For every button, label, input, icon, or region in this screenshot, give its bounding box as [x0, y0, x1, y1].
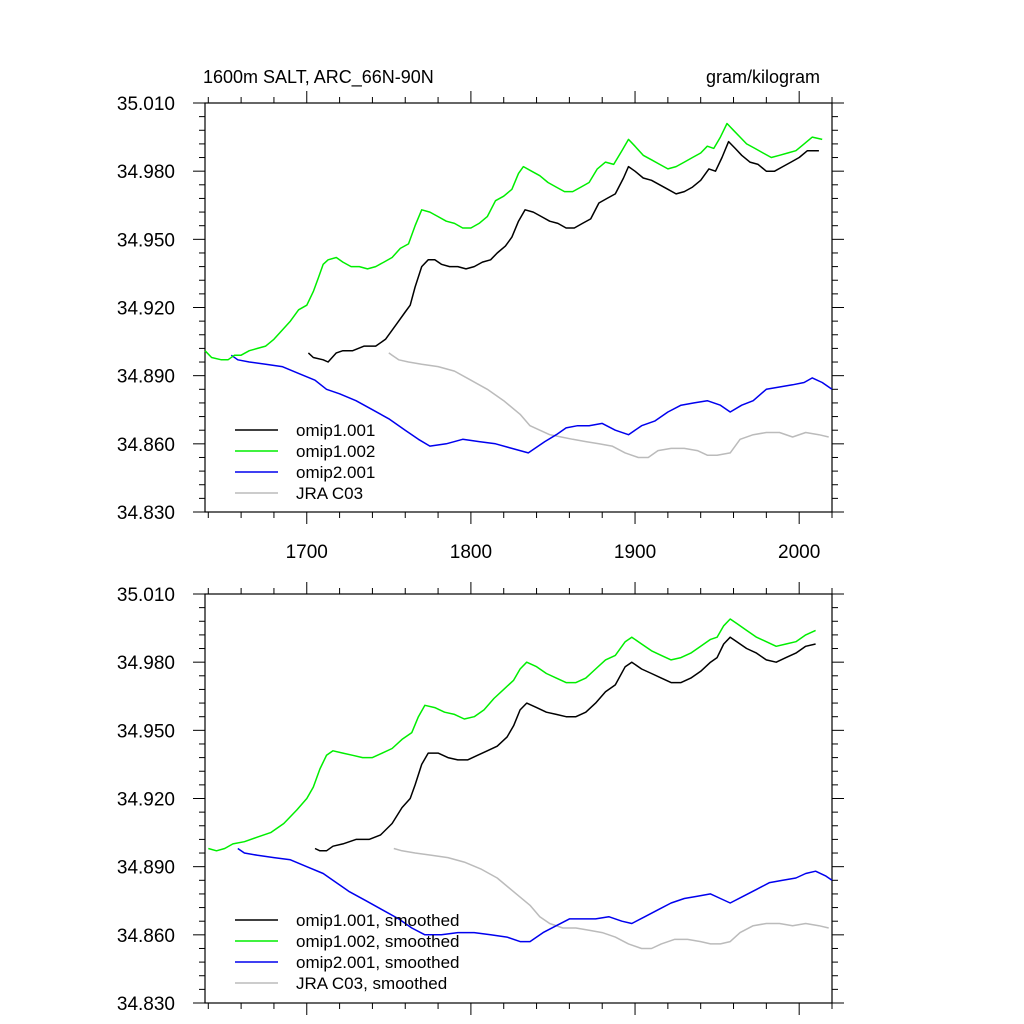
panel1-y-tick-label: 34.890	[117, 367, 175, 388]
panel1-series-omip1-001	[307, 140, 819, 363]
panel1-legend-label: omip2.001	[296, 463, 375, 482]
panel2-legend-label: JRA C03, smoothed	[296, 974, 447, 993]
panel1-legend-label: omip1.002	[296, 442, 375, 461]
panel1-series-jra-c03	[388, 352, 829, 459]
panel1-y-tick-label: 35.010	[117, 94, 175, 115]
panel2-y-tick-label: 34.920	[117, 790, 175, 811]
panel1-series-omip2-001	[230, 354, 833, 454]
panel1-y-tick-label: 34.860	[117, 435, 175, 456]
panel1-y-tick-label: 34.950	[117, 230, 175, 251]
panel2-legend-label: omip2.001, smoothed	[296, 953, 460, 972]
panel2-legend-label: omip1.002, smoothed	[296, 932, 460, 951]
panel2-y-tick-label: 34.950	[117, 721, 175, 742]
units-label: gram/kilogram	[706, 67, 820, 87]
panel1-y-tick-label: 34.980	[117, 162, 175, 183]
panel1-y-tick-label: 34.830	[117, 503, 175, 524]
panel2-series-omip2-001	[237, 847, 833, 943]
panel1-x-tick-label: 1700	[286, 542, 328, 563]
panel1-y-tick-label: 34.920	[117, 299, 175, 320]
panel2-series-omip1-001	[314, 636, 816, 852]
panel2-legend-label: omip1.001, smoothed	[296, 911, 460, 930]
panel1-x-tick-label: 1800	[450, 542, 492, 563]
chart-title: 1600m SALT, ARC_66N-90N	[203, 67, 434, 88]
panel2-y-tick-label: 34.980	[117, 653, 175, 674]
panel2-y-tick-label: 34.890	[117, 858, 175, 879]
panel1-series-omip1-002	[204, 122, 823, 361]
panel2-y-tick-label: 35.010	[117, 585, 175, 606]
panel1-x-tick-label: 2000	[778, 542, 820, 563]
panel2-series-omip1-002	[208, 618, 816, 852]
panel2-y-tick-label: 34.830	[117, 994, 175, 1015]
panel2-series-jra-c03	[393, 847, 829, 950]
panel2-y-tick-label: 34.860	[117, 926, 175, 947]
panel1-legend-label: omip1.001	[296, 421, 375, 440]
panel1-x-tick-label: 1900	[614, 542, 656, 563]
panel1-legend-label: JRA C03	[296, 484, 363, 503]
